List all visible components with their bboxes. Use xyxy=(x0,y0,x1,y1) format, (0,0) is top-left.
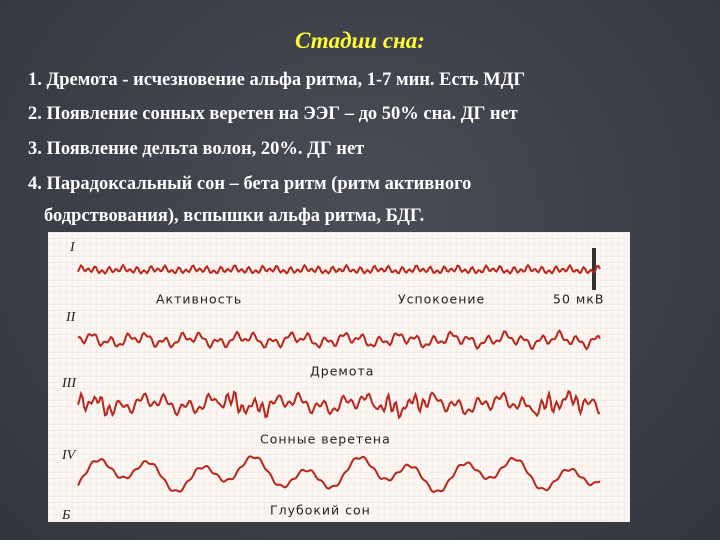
scale-bar xyxy=(592,248,596,290)
row-numeral: II xyxy=(65,310,77,325)
list-item: 1. Дремота - исчезновение альфа ритма, 1… xyxy=(28,70,526,90)
row-numeral: Б xyxy=(61,508,70,522)
trace-label: Глубокий сон xyxy=(270,503,371,518)
eeg-trace xyxy=(77,455,601,494)
eeg-traces xyxy=(77,263,601,494)
list-item: бодрствования), вспышки альфа ритма, БДГ… xyxy=(44,206,425,226)
figure-grid xyxy=(48,232,630,522)
row-numeral: III xyxy=(61,376,77,391)
trace-label: Сонные веретена xyxy=(260,432,391,447)
trace-label: Успокоение xyxy=(398,292,485,307)
scale-label: 50 мкВ xyxy=(553,292,604,307)
row-numeral: I xyxy=(69,240,76,255)
list-item: 2. Появление сонных веретен на ЭЭГ – до … xyxy=(28,104,518,124)
row-numeral: IV xyxy=(61,448,77,463)
eeg-trace xyxy=(77,389,601,420)
trace-label: Дремота xyxy=(310,364,374,379)
eeg-trace xyxy=(77,263,601,275)
eeg-trace xyxy=(77,329,601,351)
trace-label: Активность xyxy=(156,292,242,307)
list-item: 3. Появление дельта волон, 20%. ДГ нет xyxy=(28,139,365,159)
slide-title: Стадии сна: xyxy=(295,28,425,53)
eeg-figure: I II III IV Б Активность Успокоение 50 м… xyxy=(48,232,630,522)
list-item: 4. Парадоксальный сон – бета ритм (ритм … xyxy=(28,174,472,194)
